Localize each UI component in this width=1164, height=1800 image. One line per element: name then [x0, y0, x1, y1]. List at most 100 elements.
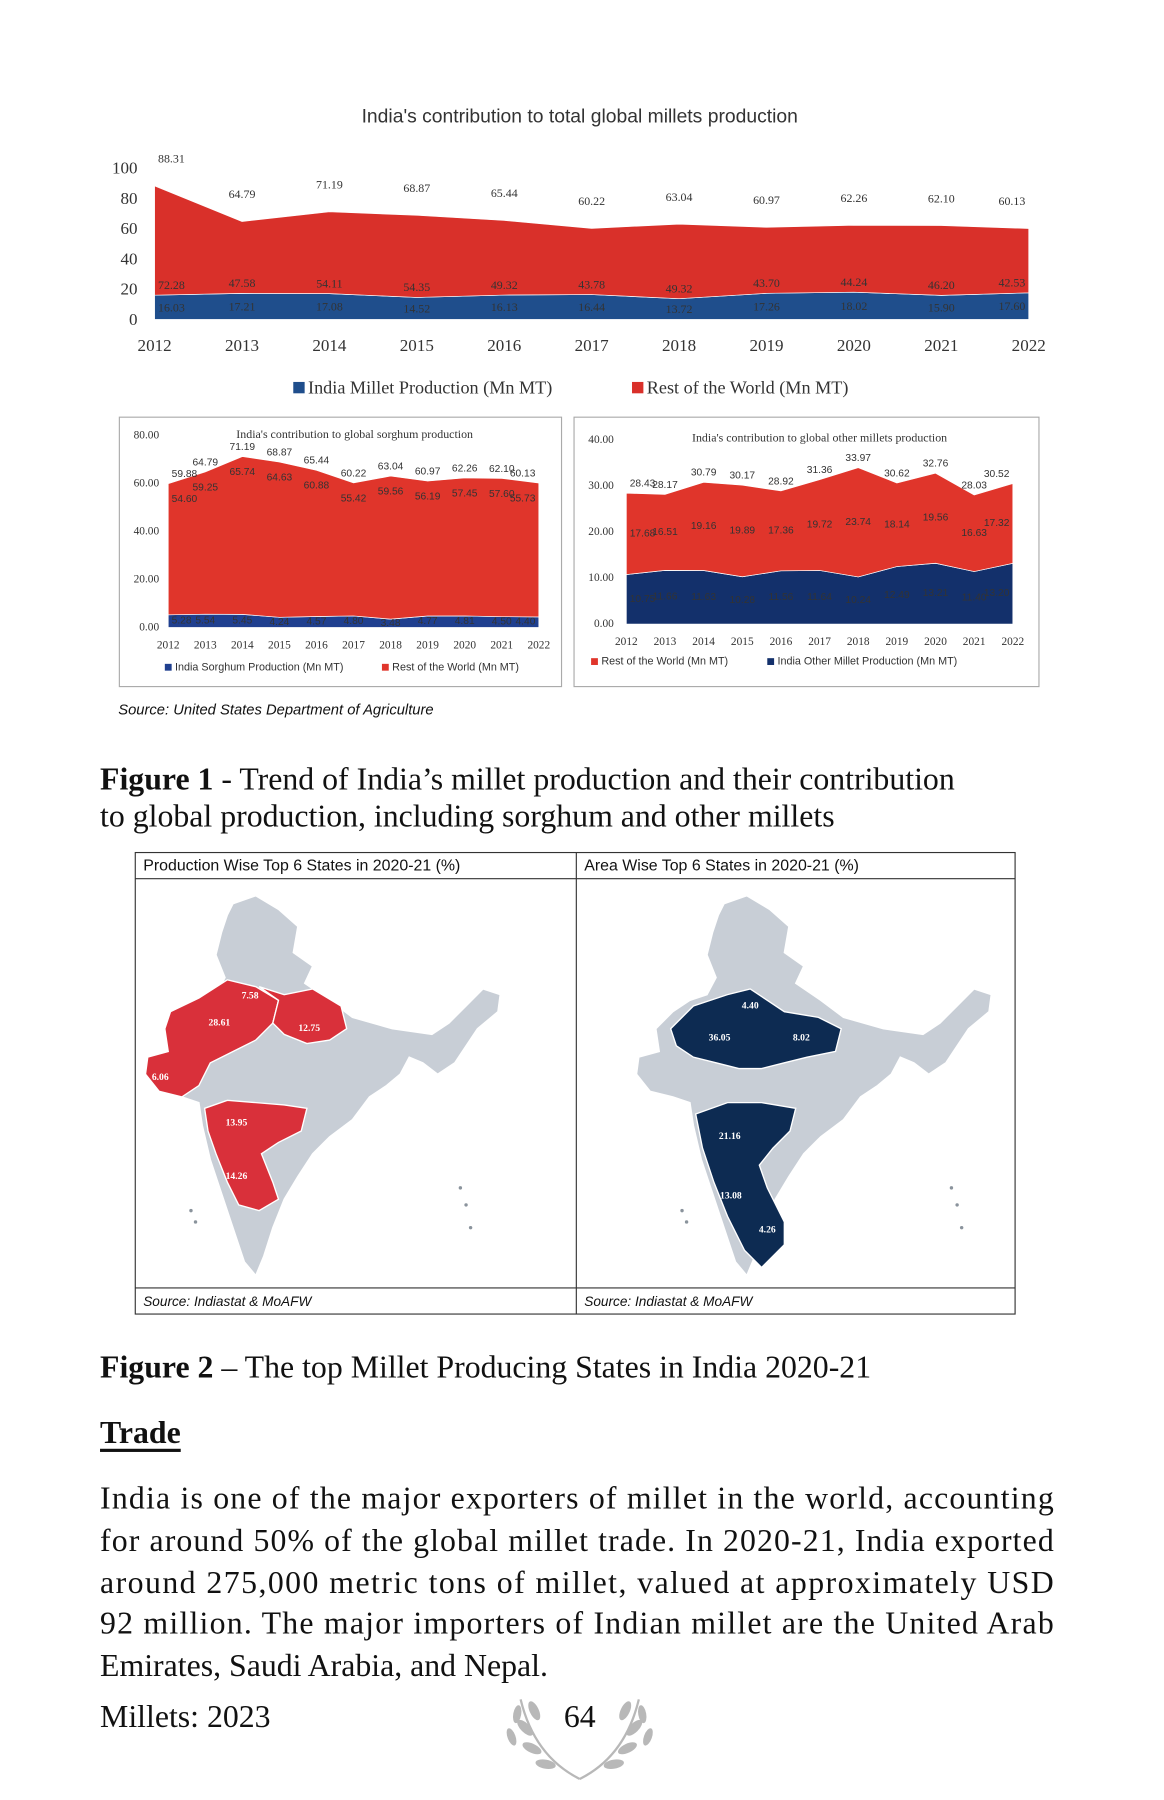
x-tick-label: 2012: [138, 336, 172, 355]
data-label: 54.35: [403, 280, 430, 294]
data-label: 18.14: [884, 519, 910, 530]
paragraph-line: Emirates, Saudi Arabia, and Nepal.: [100, 1648, 548, 1683]
data-label: 13.21: [923, 588, 949, 599]
data-label: 59.25: [193, 482, 219, 493]
map-label: 28.61: [209, 1018, 231, 1029]
laurel: [506, 1699, 653, 1780]
area: [154, 185, 1030, 300]
data-label: 17.60: [998, 299, 1025, 313]
paragraph-line: around 275,000 metric tons of millet, va…: [100, 1565, 1054, 1600]
x-tick-label: 2015: [268, 640, 291, 652]
x-tick-label: 2015: [731, 636, 754, 648]
data-label: 11.64: [807, 592, 832, 603]
data-label: 54.11: [316, 276, 342, 290]
data-label: 4.50: [492, 617, 512, 628]
x-tick-label: 2012: [615, 636, 638, 648]
chart-frame: [118, 416, 563, 688]
map-label: 4.40: [742, 1000, 759, 1011]
data-label: 17.36: [768, 525, 794, 536]
paragraph-line: 92 million. The major importers of India…: [100, 1606, 1054, 1641]
x-tick-label: 2017: [342, 640, 365, 652]
section-heading: Trade: [100, 1415, 181, 1450]
map-label: 4.26: [759, 1224, 776, 1235]
x-tick-label: 2019: [749, 336, 783, 355]
data-label: 55.42: [341, 493, 367, 504]
data-label: 12.49: [884, 590, 910, 601]
data-label: 59.56: [378, 487, 404, 498]
map-source: Source: Indiastat & MoAFW: [584, 1294, 753, 1309]
total-label: 65.44: [304, 456, 330, 467]
chart: India's contribution to global other mil…: [588, 431, 1024, 668]
source: Source: United States Department of Agri…: [118, 702, 433, 718]
data-label: 4.40: [516, 617, 536, 628]
total-label: 33.97: [845, 453, 871, 464]
highlighted-states: [144, 979, 348, 1212]
x-tick-label: 2018: [847, 636, 870, 648]
data-label: 60.88: [304, 481, 330, 492]
data-label: 43.78: [578, 277, 605, 291]
total-label: 60.97: [753, 193, 780, 207]
legend-swatch: [164, 663, 172, 671]
y-tick-label: 20.00: [134, 573, 160, 585]
x-tick-label: 2020: [453, 640, 476, 652]
data-label: 16.13: [491, 300, 518, 314]
y-tick-label: 60: [120, 219, 137, 238]
data-label: 10.75: [630, 594, 656, 605]
data-label: 4.80: [344, 616, 364, 627]
total-label: 68.87: [267, 447, 293, 458]
legend-label: Rest of the World (Mn MT): [601, 656, 728, 668]
data-label: 19.16: [691, 521, 717, 532]
y-tick-label: 40.00: [134, 525, 160, 537]
paragraph: India is one of the major exporters of m…: [100, 1481, 1054, 1683]
state: [694, 1101, 797, 1269]
y-tick-label: 40: [120, 249, 137, 268]
total-label: 68.87: [403, 181, 430, 195]
legend-label: Rest of the World (Mn MT): [647, 378, 849, 399]
x-tick-label: 2021: [924, 336, 958, 355]
area: [167, 456, 540, 620]
data-label: 57.60: [489, 489, 515, 500]
map-label: 36.05: [709, 1032, 731, 1043]
total-label: 28.43: [630, 479, 656, 490]
caption-text: – The top Millet Producing States in Ind…: [220, 1349, 871, 1384]
data-label: 65.74: [230, 467, 256, 478]
paragraph-line: India is one of the major exporters of m…: [100, 1481, 1054, 1516]
page-number: 64: [564, 1699, 596, 1734]
paragraph-line: for around 50% of the global millet trad…: [100, 1523, 1054, 1558]
chart-title: India's contribution to global sorghum p…: [236, 427, 473, 441]
total-label: 64.79: [229, 187, 256, 201]
data-label: 17.68: [630, 528, 656, 539]
data-label: 18.02: [840, 299, 867, 313]
x-tick-label: 2016: [770, 636, 793, 648]
data-label: 19.72: [807, 520, 833, 531]
total-label: 62.10: [928, 191, 955, 205]
map-label: 13.95: [226, 1118, 248, 1129]
y-tick-label: 10.00: [588, 572, 614, 584]
total-label: 62.26: [840, 191, 867, 205]
legend-label: India Sorghum Production (Mn MT): [175, 661, 343, 673]
total-label: 63.04: [666, 190, 693, 204]
figure-caption: Figure 1- Trend of India’s millet produc…: [100, 761, 955, 796]
chart: India's contribution to total global mil…: [112, 107, 1046, 399]
y-tick-label: 30.00: [588, 480, 614, 492]
x-tick-label: 2014: [692, 636, 715, 648]
total-label: 30.17: [729, 471, 755, 482]
total-label: 60.97: [415, 466, 441, 477]
total-label: 62.26: [452, 463, 478, 474]
total-label: 60.22: [341, 468, 367, 479]
data-label: 11.56: [769, 592, 794, 603]
highlighted-states: [669, 988, 842, 1269]
legend-swatch: [293, 381, 305, 394]
data-label: 17.21: [229, 299, 256, 313]
x-tick-label: 2016: [305, 640, 328, 652]
total-label: 63.04: [378, 461, 404, 472]
total-label: 60.22: [578, 194, 605, 208]
total-label: 28.03: [961, 480, 987, 491]
x-tick-label: 2021: [963, 636, 986, 648]
data-label: 43.70: [753, 276, 780, 290]
total-label: 62.10: [489, 464, 515, 475]
x-tick-label: 2021: [490, 640, 513, 652]
state: [203, 1099, 308, 1212]
map-title: Production Wise Top 6 States in 2020-21 …: [143, 858, 460, 875]
